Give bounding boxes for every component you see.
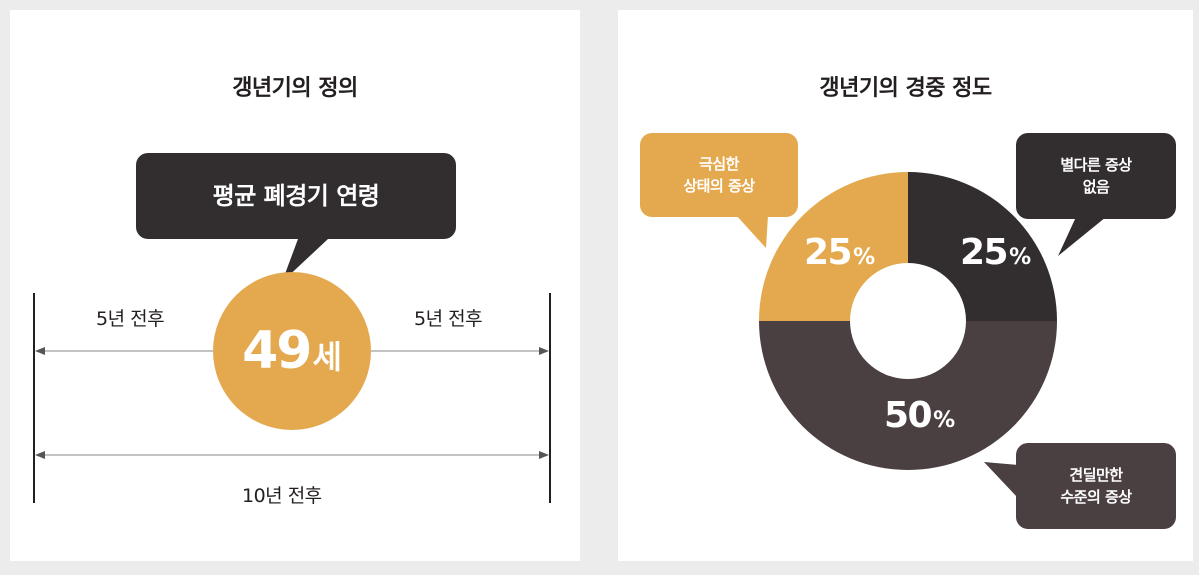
slice-value-tolerable: 50	[884, 395, 933, 436]
percent-sign: %	[933, 408, 955, 433]
right-span-label: 5년 전후	[414, 308, 483, 330]
callout-none-line2: 없음	[1082, 178, 1110, 196]
age-unit: 세	[312, 338, 342, 376]
slice-value-no-symptoms: 25	[960, 232, 1009, 273]
callout-pointer-none	[1058, 217, 1106, 256]
callout-severe-line2: 상태의 증상	[683, 177, 755, 195]
age-value: 49	[242, 321, 312, 381]
menopause-definition-panel: 갱년기의 정의 평균 폐경기 연령 49 세 5년 전후 5년 전후 10년 전…	[10, 10, 580, 561]
slice-value-severe: 25	[804, 232, 853, 273]
timeline-diagram	[33, 239, 551, 503]
slice-tolerable-symptoms	[759, 321, 1057, 470]
severity-donut-chart	[736, 172, 1106, 498]
slice-label-severe: 25%	[804, 232, 875, 273]
callout-tolerable-line1: 견딜만한	[1069, 466, 1123, 484]
average-menopause-age-callout: 평균 폐경기 연령	[136, 153, 456, 239]
callout-pointer-tolerable	[984, 462, 1018, 498]
slice-label-tolerable: 50%	[884, 395, 955, 436]
slice-label-no-symptoms: 25%	[960, 232, 1031, 273]
donut-hole	[850, 263, 966, 379]
callout-severe-symptoms: 극심한 상태의 증상	[640, 133, 798, 217]
callout-tolerable-symptoms: 견딜만한 수준의 증상	[1016, 443, 1176, 529]
callout-tolerable-line2: 수준의 증상	[1060, 488, 1132, 506]
total-span-label: 10년 전후	[242, 485, 322, 507]
callout-pointer-severe	[736, 215, 768, 248]
callout-none-line1: 별다른 증상	[1060, 156, 1132, 174]
percent-sign: %	[853, 245, 875, 270]
callout-pointer	[282, 239, 328, 282]
callout-no-symptoms: 별다른 증상 없음	[1016, 133, 1176, 219]
age-circle: 49 세	[213, 272, 371, 430]
percent-sign: %	[1009, 245, 1031, 270]
definition-title: 갱년기의 정의	[232, 76, 358, 101]
callout-severe-line1: 극심한	[699, 155, 739, 173]
menopause-severity-panel: 갱년기의 경중 정도 극심한 상태의 증상 별다른 증상 없음 견딜만한 수준의…	[618, 10, 1193, 561]
severity-title: 갱년기의 경중 정도	[819, 76, 992, 101]
left-span-label: 5년 전후	[96, 308, 165, 330]
